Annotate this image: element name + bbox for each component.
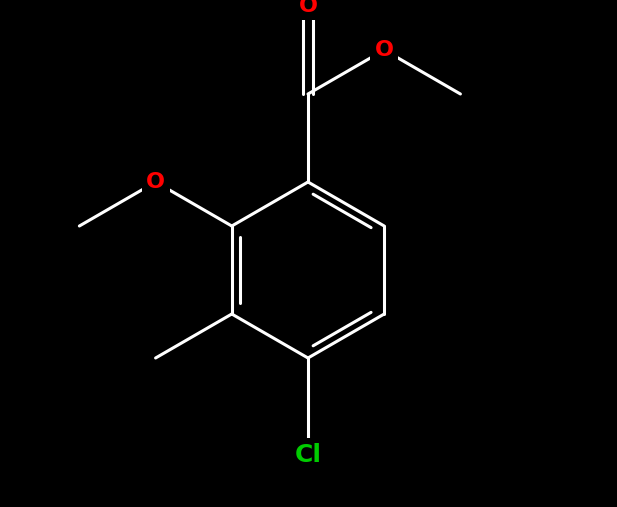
Text: O: O <box>375 40 394 60</box>
Text: O: O <box>299 0 318 16</box>
Text: Cl: Cl <box>294 443 321 467</box>
Text: O: O <box>146 172 165 192</box>
